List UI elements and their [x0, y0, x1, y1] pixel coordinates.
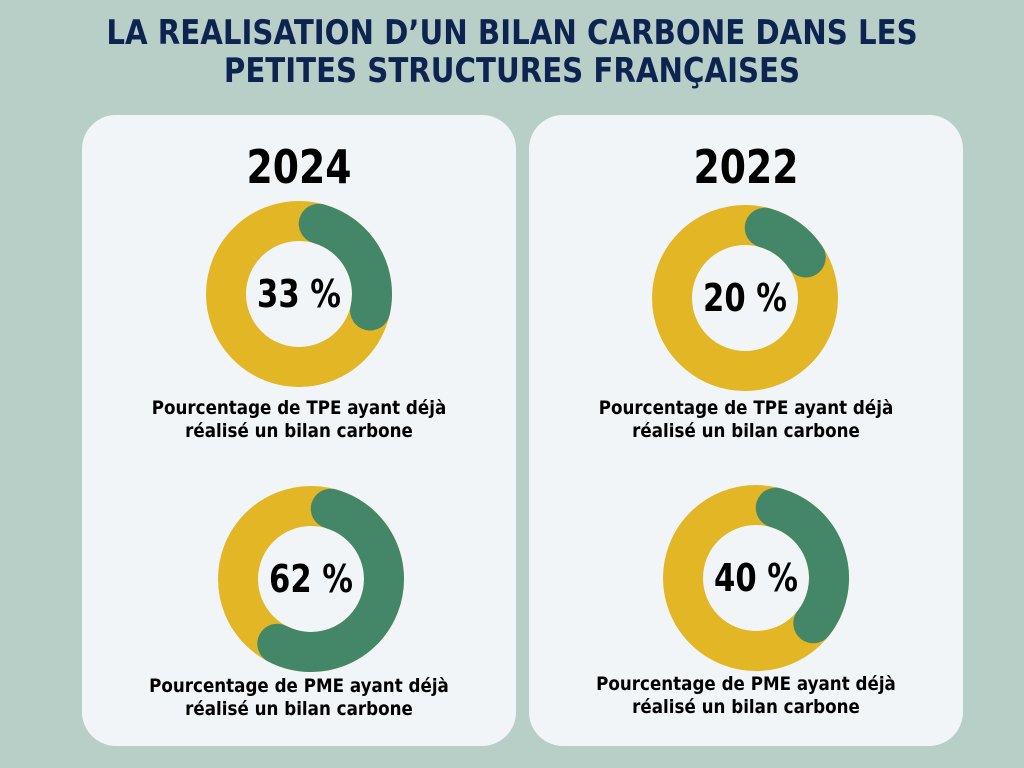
caption-line-2: réalisé un bilan carbone	[632, 420, 860, 442]
donut-value-arc-pme-2024	[257, 488, 404, 672]
year-heading-2024: 2024	[246, 140, 352, 194]
donut-value-label-tpe-2024: 33 %	[257, 272, 341, 316]
caption-pme-2022: Pourcentage de PME ayant déjà réalisé un…	[555, 673, 937, 719]
donut-value-arc-pme-2022	[755, 487, 849, 644]
donut-svg-tpe-2024: 33 %	[206, 201, 392, 387]
panel-2022: 2022 20 % Pourcentage de TPE ayant déjà …	[529, 115, 963, 746]
donut-chart-pme-2022: 40 %	[661, 483, 851, 673]
donut-svg-tpe-2022: 20 %	[652, 205, 838, 391]
donut-value-label-pme-2022: 40 %	[714, 556, 798, 600]
caption-pme-2024: Pourcentage de PME ayant déjà réalisé un…	[108, 675, 490, 721]
page-title-line-2: PETITES STRUCTURES FRANÇAISES	[223, 51, 801, 91]
donut-chart-pme-2024: 62 %	[216, 484, 406, 674]
caption-line-1: Pourcentage de TPE ayant déjà	[151, 397, 447, 419]
caption-line-1: Pourcentage de PME ayant déjà	[596, 673, 896, 695]
donut-value-arc-tpe-2022	[744, 207, 826, 278]
caption-line-2: réalisé un bilan carbone	[185, 698, 413, 720]
donut-svg-pme-2024: 62 %	[218, 486, 404, 672]
caption-line-2: réalisé un bilan carbone	[185, 420, 413, 442]
panel-2024: 2024 33 % Pourcentage de TPE ayant déjà …	[82, 115, 516, 746]
donut-svg-pme-2022: 40 %	[663, 485, 849, 671]
caption-tpe-2024: Pourcentage de TPE ayant déjà réalisé un…	[108, 397, 490, 443]
donut-chart-tpe-2024: 33 %	[204, 199, 394, 389]
caption-line-2: réalisé un bilan carbone	[632, 696, 860, 718]
donut-value-arc-tpe-2024	[298, 203, 392, 331]
page-title-line-1: LA REALISATION D’UN BILAN CARBONE DANS L…	[106, 13, 918, 53]
caption-line-1: Pourcentage de TPE ayant déjà	[598, 397, 894, 419]
page-title: LA REALISATION D’UN BILAN CARBONE DANS L…	[72, 14, 953, 90]
donut-chart-tpe-2022: 20 %	[650, 203, 840, 393]
caption-line-1: Pourcentage de PME ayant déjà	[149, 675, 449, 697]
donut-value-label-tpe-2022: 20 %	[703, 276, 787, 320]
year-heading-2022: 2022	[693, 140, 799, 194]
caption-tpe-2022: Pourcentage de TPE ayant déjà réalisé un…	[555, 397, 937, 443]
donut-value-label-pme-2024: 62 %	[269, 557, 353, 601]
